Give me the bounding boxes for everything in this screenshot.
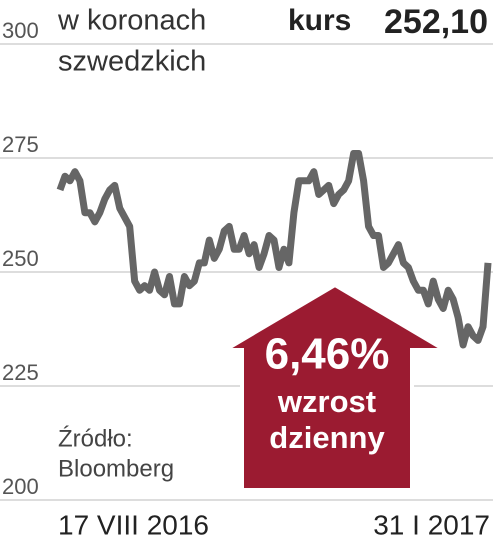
unit-label: w koronach [57,5,206,37]
price: 252,10 [384,3,488,41]
badge-text: dzienny [269,420,385,455]
price-line [56,149,492,349]
y-tick-label: 250 [2,246,39,271]
y-tick-label: 200 [2,474,39,499]
badge-arrow [217,282,453,492]
price-label: kurs [288,4,351,37]
y-tick-label: 225 [2,360,39,385]
x-tick-label: 17 VIII 2016 [58,509,209,540]
y-tick-label: 275 [2,132,39,157]
x-tick-label: 31 I 2017 [373,509,490,540]
source: Bloomberg [58,455,174,482]
badge-text: wzrost [277,384,376,419]
y-tick-label: 300 [2,18,39,43]
source: Źródło: [58,425,133,452]
unit-label: szwedzkich [58,46,206,78]
badge-value: 6,46% [265,330,390,379]
